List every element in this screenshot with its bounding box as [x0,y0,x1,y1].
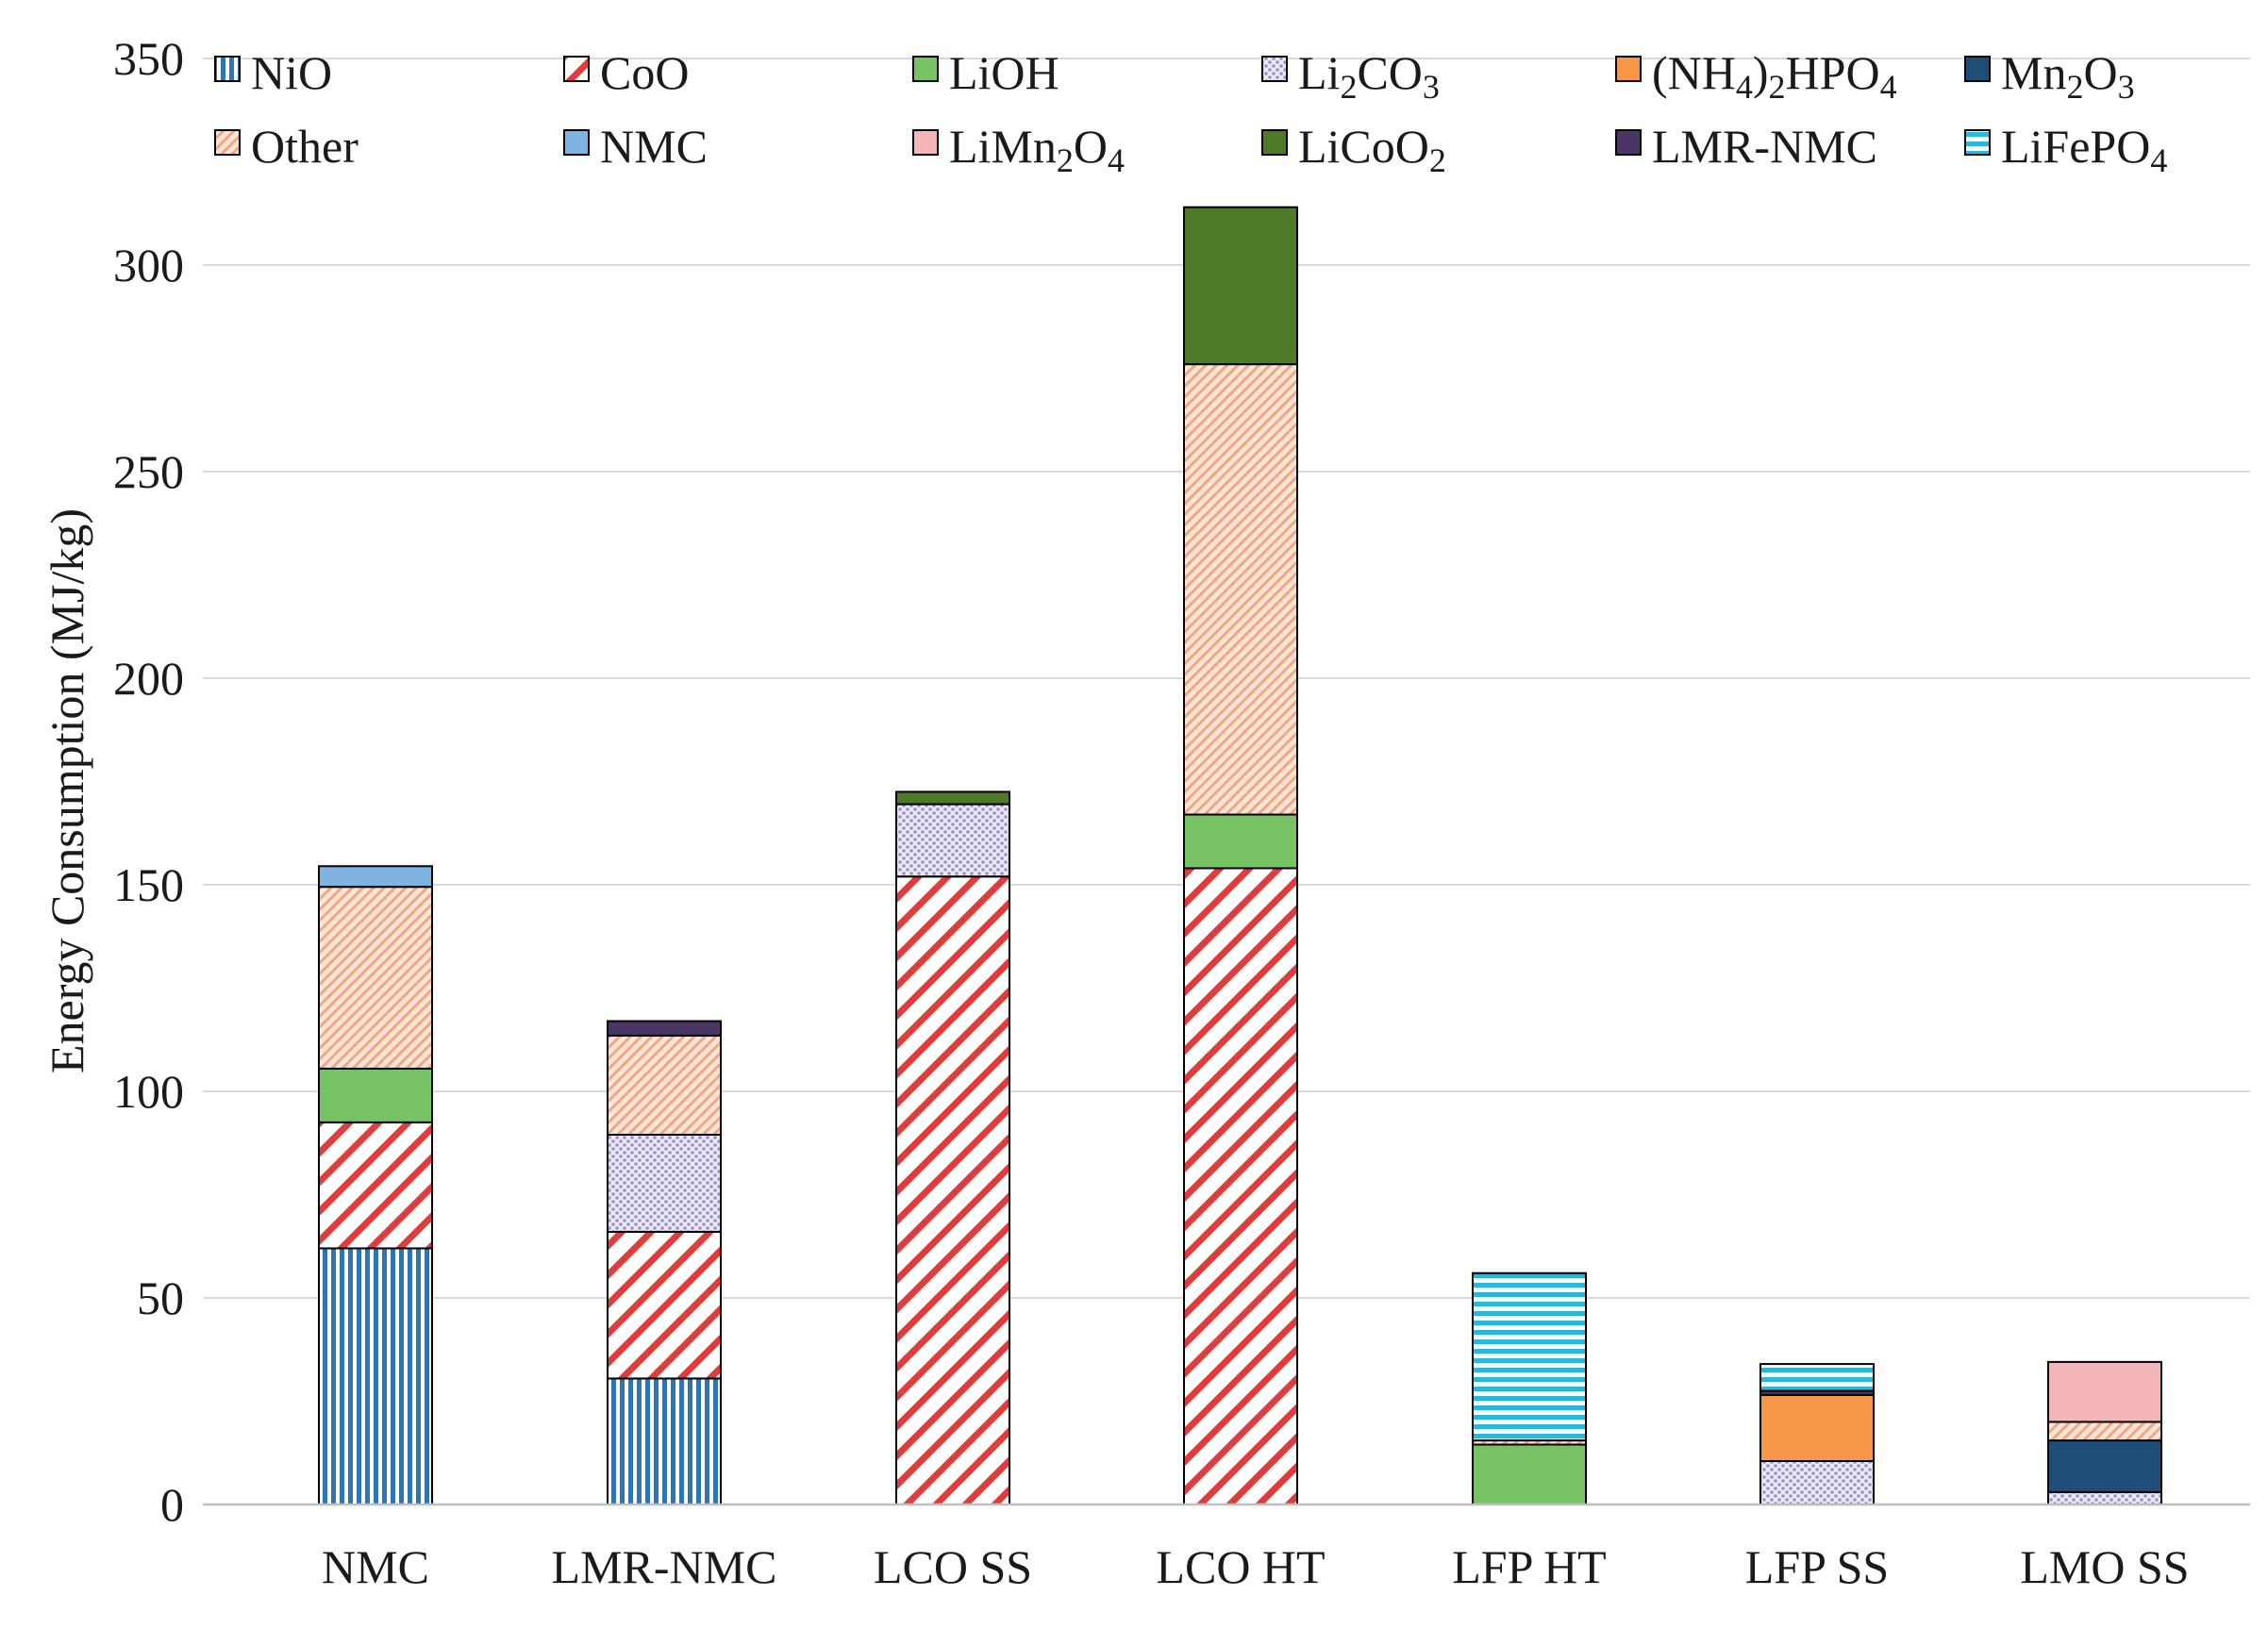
bar-stack-nmc [318,865,433,1505]
legend-label: LiOH [949,46,1059,99]
legend-item-coo: CoO [563,46,689,99]
y-tick-label: 250 [113,445,184,498]
y-tick-label: 300 [113,239,184,291]
legend-item-lifepo4: LiFePO4 [1964,120,2167,179]
legend-item-li2co3: Li2CO3 [1261,46,1440,106]
bar-segment-lifepo4 [1759,1363,1875,1392]
bar-segment-nmc [318,865,433,889]
bars [318,206,2162,1506]
legend-label: (NH4)2HPO4 [1652,46,1897,106]
bar-segment-other [318,886,433,1070]
legend-swatch [1615,129,1642,156]
bar-segment-nh4 [1759,1393,1875,1463]
x-category-label: LFP SS [1745,1540,1889,1593]
bar-stack-lco-ht [1183,206,1298,1505]
bar-stack-lfp-ss [1759,1363,1875,1506]
bar-stack-lfp-ht [1472,1272,1587,1505]
legend-item-other: Other [214,120,359,173]
legend-item-limn2o4: LiMn2O4 [912,120,1125,179]
bar-segment-li2co3 [2047,1490,2162,1505]
legend-label: LiMn2O4 [949,120,1125,179]
bar-segment-nio [607,1377,722,1506]
x-category-label: LMR-NMC [552,1540,777,1593]
bar-segment-licoo2 [1183,206,1298,366]
legend-item-lioh: LiOH [912,46,1059,99]
legend-swatch [563,129,590,156]
bar-segment-lifepo4 [1472,1272,1587,1442]
legend-item-nh4: (NH4)2HPO4 [1615,46,1897,106]
legend-swatch [563,56,590,82]
legend-label: CoO [600,46,689,99]
bar-segment-lioh [318,1067,433,1123]
x-category-label: LMO SS [2020,1540,2189,1593]
bar-segment-mn2o3 [2047,1439,2162,1493]
legend-label: Other [251,120,359,173]
bar-segment-limn2o4 [2047,1360,2162,1423]
legend-swatch [214,56,241,82]
legend-swatch [1261,56,1288,82]
bar-stack-lmo-ss [2047,1360,2162,1505]
legend-swatch [912,129,939,156]
bar-segment-lioh [1472,1443,1587,1505]
bar-segment-li2co3 [607,1133,722,1233]
bar-segment-coo [1183,867,1298,1505]
legend-label: NiO [251,46,332,99]
bar-segment-lioh [1183,813,1298,870]
legend-label: Mn2O3 [2001,46,2135,106]
x-category-label: LCO HT [1156,1540,1325,1593]
y-tick-label: 0 [160,1478,184,1531]
bar-stack-lmr-nmc [607,1020,722,1506]
bar-segment-coo [318,1121,433,1250]
bar-segment-li2co3 [895,803,1010,878]
legend-item-nio: NiO [214,46,332,99]
bar-segment-coo [895,875,1010,1505]
y-tick-label: 350 [113,32,184,85]
legend-label: LMR-NMC [1652,120,1877,173]
bar-segment-other [607,1034,722,1136]
bar-segment-li2co3 [1759,1460,1875,1506]
legend-swatch [1964,56,1991,82]
legend-label: LiCoO2 [1298,120,1446,179]
legend-label: LiFePO4 [2001,120,2167,179]
bar-stack-lco-ss [895,790,1010,1505]
bar-segment-coo [607,1230,722,1380]
y-tick-label: 150 [113,858,184,911]
legend-label: Li2CO3 [1298,46,1440,106]
legend-label: NMC [600,120,708,173]
y-tick-label: 50 [137,1272,184,1324]
legend-swatch [1261,129,1288,156]
y-tick-label: 200 [113,652,184,705]
legend: NiO CoO LiOH Li2CO3 (NH4)2HPO4 Mn2O3 Other NMC L… [214,46,2167,179]
bar-segment-nio [318,1247,433,1505]
x-category-label: LCO SS [874,1540,1032,1593]
legend-swatch [1964,129,1991,156]
legend-item-lmrnmc: LMR-NMC [1615,120,1877,173]
legend-item-licoo2: LiCoO2 [1261,120,1446,179]
x-category-label: NMC [322,1540,429,1593]
bar-segment-other [1183,363,1298,816]
bar-segment-other [2047,1421,2162,1442]
legend-swatch [214,129,241,156]
legend-swatch [912,56,939,82]
legend-swatch [1615,56,1642,82]
y-tick-label: 100 [113,1065,184,1118]
axes: 0 50 100 150 200 250 300 350 Energy Consumption … [41,32,2250,1593]
bar-segment-lmrnmc [607,1020,722,1037]
x-category-label: LFP HT [1452,1540,1606,1593]
legend-item-nmc: NMC [563,120,708,173]
y-axis-title: Energy Consumption (MJ/kg) [41,508,93,1073]
bar-segment-licoo2 [895,790,1010,806]
legend-item-mn2o3: Mn2O3 [1964,46,2135,106]
